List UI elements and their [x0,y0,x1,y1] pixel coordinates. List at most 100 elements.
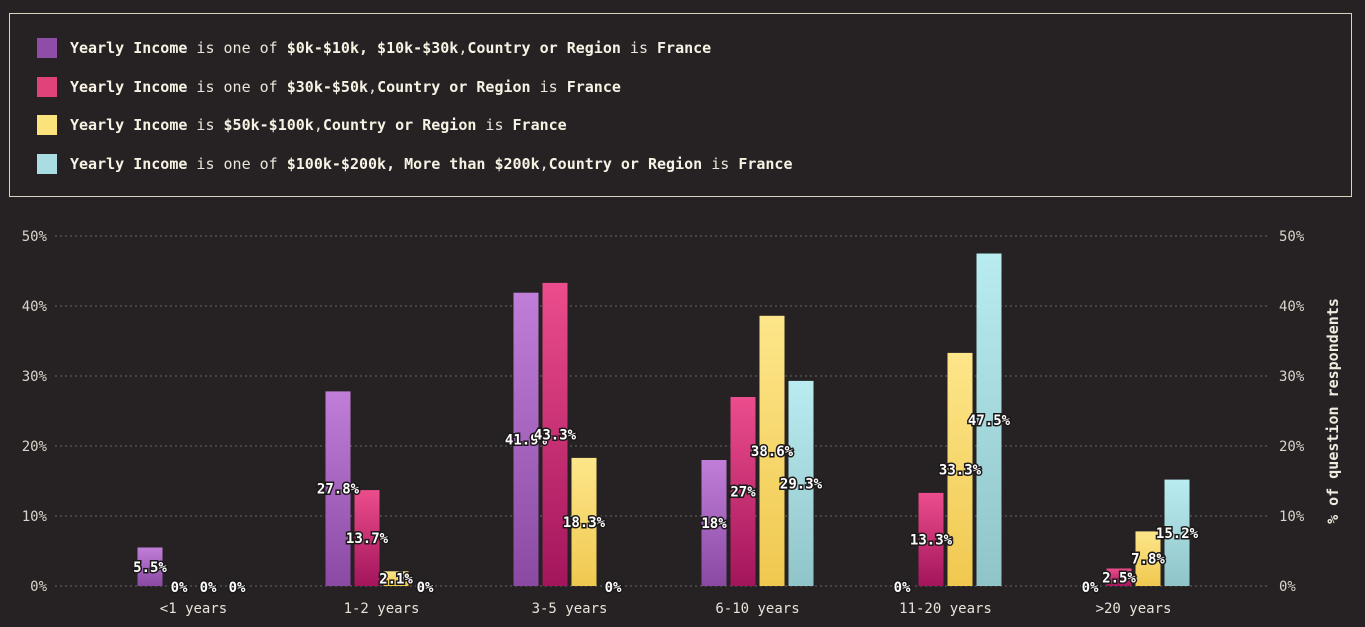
y-axis-left: 0% 10% 20% 30% 40% 50% [22,229,48,595]
data-label: 0% [605,580,622,596]
legend-text-part: France [512,116,567,134]
legend-text-part: France [657,39,712,57]
legend-text-part: , [539,155,549,173]
data-label: 0% [200,580,217,596]
legend-text-part: is [620,39,658,57]
legend-text-part: Yearly Income [70,39,188,57]
legend-text-part: France [566,78,621,96]
bar[interactable] [137,547,163,587]
legend-text-part: is [702,155,739,173]
legend-text-part: , [368,78,378,96]
legend-item-2[interactable]: Yearly Income is $50k-$100k,Country or R… [37,114,567,136]
bar[interactable] [701,460,727,586]
legend-text-part: is [530,78,567,96]
bar[interactable] [383,571,409,586]
legend-swatch-0 [37,38,57,58]
legend-swatch-3 [37,154,57,174]
legend-text-part: Country or Region [467,39,621,57]
data-label: 0% [417,580,434,596]
legend-text-part: Country or Region [548,155,703,173]
x-tick-label: >20 years [1096,601,1172,617]
data-label: 0% [229,580,246,596]
data-label: 18% [701,516,727,532]
y-tick-label-right: 30% [1279,369,1305,385]
x-tick-label: <1 years [160,601,227,617]
data-label: 2.1% [379,572,413,588]
y-tick-label-right: 10% [1279,509,1305,525]
y-tick-label-left: 10% [22,509,48,525]
legend-item-3[interactable]: Yearly Income is one of $100k-$200k, Mor… [37,153,793,175]
legend-item-0[interactable]: Yearly Income is one of $0k-$10k, $10k-$… [37,37,711,59]
bar[interactable] [947,352,973,586]
bar[interactable] [513,292,539,586]
y-tick-label-left: 40% [22,299,48,315]
x-tick-label: 6-10 years [715,601,799,617]
bar[interactable] [354,490,380,586]
y-tick-label-left: 20% [22,439,48,455]
data-label: 27.8% [317,482,360,498]
legend-text-part: France [738,155,793,173]
legend-text-0: Yearly Income is one of $0k-$10k, $10k-$… [70,39,711,57]
data-labels: 5.5%0% 0% 0%27.8%13.7%2.1%0%41.9%43.3%18.3… [132,411,1200,597]
x-tick-label: 1-2 years [344,601,420,617]
legend-text-part: Country or Region [322,116,477,134]
bar[interactable] [918,492,944,586]
bars [137,253,1190,587]
legend-text-part: Yearly Income [70,116,188,134]
data-label: 2.5% [1102,570,1136,586]
legend-text-3: Yearly Income is one of $100k-$200k, Mor… [70,155,793,173]
y-tick-label-right: 20% [1279,439,1305,455]
bar[interactable] [1135,531,1161,586]
legend-text-part: is [187,116,224,134]
data-label: 0% [894,580,911,596]
legend-text-part: is one of [187,78,287,96]
legend-text-part: is one of [187,39,287,57]
bar[interactable] [542,282,568,586]
bar[interactable] [325,391,351,586]
bar[interactable] [1164,479,1190,586]
bar[interactable] [976,253,1002,587]
data-label: 7.8% [1131,552,1165,568]
legend-text-part: , [458,39,468,57]
legend-text-part: Yearly Income [70,155,188,173]
legend-text-part: Country or Region [377,78,531,96]
gridlines [55,235,1270,587]
legend-text-2: Yearly Income is $50k-$100k,Country or R… [70,116,567,134]
x-tick-label: 11-20 years [899,601,992,617]
data-label: 47.5% [968,413,1011,429]
data-label: 33.3% [939,462,982,478]
x-axis: <1 years 1-2 years 3-5 years 6-10 years 11-2… [160,601,1172,617]
bar[interactable] [788,380,814,586]
data-label: 0% [171,580,188,596]
data-label: 13.3% [910,532,953,548]
legend-text-part: $0k-$10k, $10k-$30k [286,39,459,57]
data-label: 27% [730,485,756,501]
bar[interactable] [1106,568,1132,587]
y-tick-label-left: 0% [30,579,47,595]
y-tick-label-right: 0% [1279,579,1296,595]
legend-text-part: , [313,116,323,134]
y-tick-label-right: 40% [1279,299,1305,315]
data-label: 5.5% [133,560,167,576]
bar[interactable] [759,315,785,586]
legend: Yearly Income is one of $0k-$10k, $10k-$… [9,13,1352,197]
data-label: 43.3% [534,427,577,443]
legend-text-part: $30k-$50k [286,78,369,96]
y-axis-right: 0% 10% 20% 30% 40% 50% [1279,229,1305,595]
bar[interactable] [571,457,597,586]
legend-swatch-2 [37,115,57,135]
bar[interactable] [730,397,756,586]
legend-item-1[interactable]: Yearly Income is one of $30k-$50k,Countr… [37,76,621,98]
legend-text-part: is [476,116,513,134]
data-label: 29.3% [780,476,823,492]
legend-text-part: $50k-$100k [223,116,314,134]
y-axis-title: % of question respondents [1324,298,1342,524]
data-label: 15.2% [1156,526,1199,542]
data-label: 41.9% [505,432,548,448]
data-label: 13.7% [346,531,389,547]
data-label: 18.3% [563,515,606,531]
y-tick-label-right: 50% [1279,229,1305,245]
y-tick-label-left: 50% [22,229,48,245]
legend-text-1: Yearly Income is one of $30k-$50k,Countr… [70,78,621,96]
